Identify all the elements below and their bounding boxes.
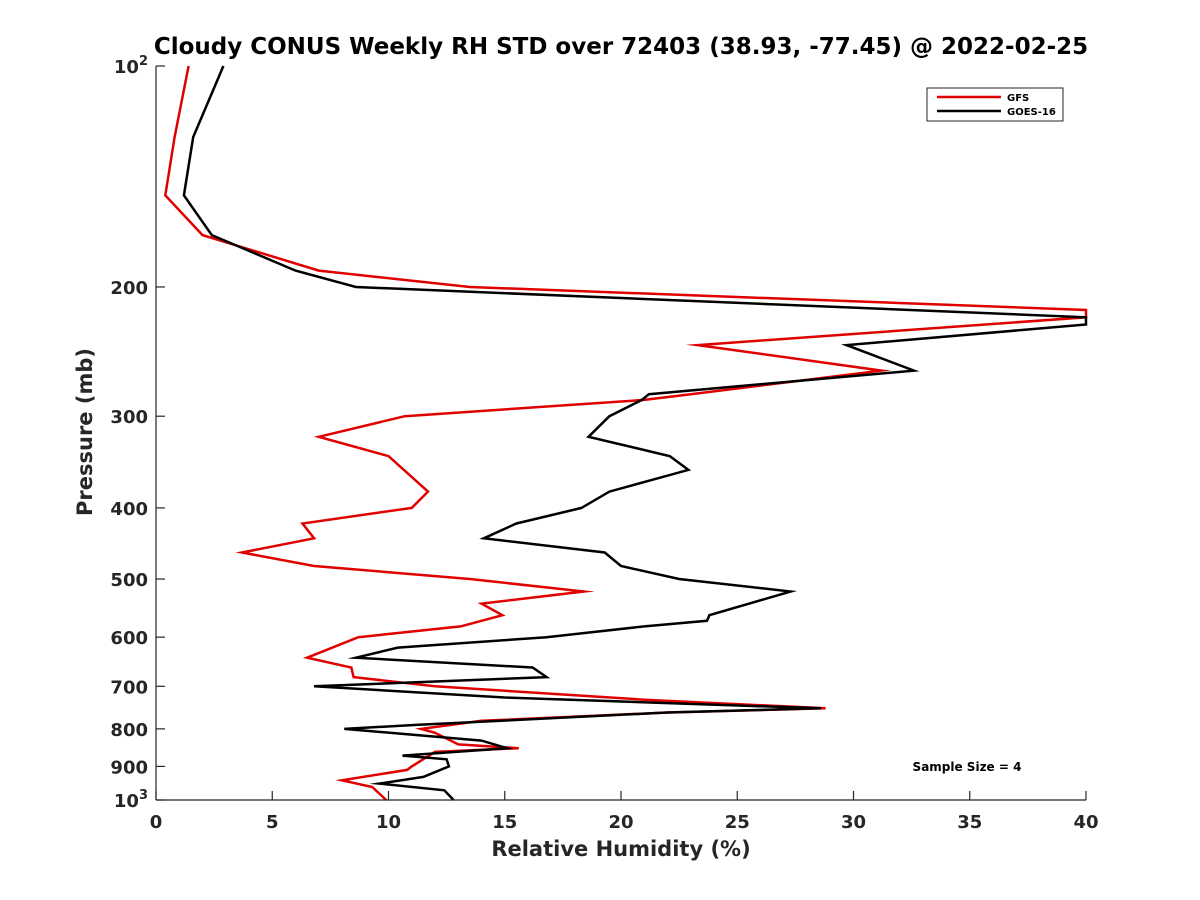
legend-label: GOES-16 <box>1007 107 1056 118</box>
y-tick-label: 800 <box>110 720 148 741</box>
x-tick-label: 35 <box>957 812 982 833</box>
axes-layer: 0 5 10 15 20 25 30 35 40 102 200 300 400 500 600 700 800… <box>110 54 1098 833</box>
plot-area <box>156 66 1086 800</box>
y-tick-label: 300 <box>110 407 148 428</box>
y-tick-label: 500 <box>110 570 148 591</box>
x-tick-label: 20 <box>608 812 633 833</box>
y-tick-label: 200 <box>110 278 148 299</box>
series-line-gfs <box>163 65 1088 801</box>
x-tick-label: 0 <box>150 812 163 833</box>
x-axis-label: Relative Humidity (%) <box>491 837 750 861</box>
x-tick-label: 30 <box>841 812 866 833</box>
x-tick-label: 5 <box>266 812 279 833</box>
y-tick-label: 103 <box>114 788 148 812</box>
legend-label: GFS <box>1007 93 1029 104</box>
y-axis-label: Pressure (mb) <box>73 348 97 516</box>
y-tick-label: 900 <box>110 757 148 778</box>
x-tick-label: 25 <box>725 812 750 833</box>
series-line-goes-16 <box>182 65 1088 801</box>
sample-size-annotation: Sample Size = 4 <box>913 760 1022 774</box>
legend: GFS GOES-16 <box>926 87 1064 122</box>
x-tick-label: 15 <box>492 812 517 833</box>
x-tick-label: 10 <box>376 812 401 833</box>
series-layer <box>163 65 1088 801</box>
y-tick-label: 400 <box>110 499 148 520</box>
chart-title: Cloudy CONUS Weekly RH STD over 72403 (3… <box>154 34 1088 60</box>
y-tick-label: 600 <box>110 628 148 649</box>
legend-box <box>926 87 1064 122</box>
y-tick-label: 700 <box>110 677 148 698</box>
y-tick-label: 102 <box>114 54 148 78</box>
plot-background <box>156 66 1086 800</box>
x-tick-label: 40 <box>1073 812 1098 833</box>
